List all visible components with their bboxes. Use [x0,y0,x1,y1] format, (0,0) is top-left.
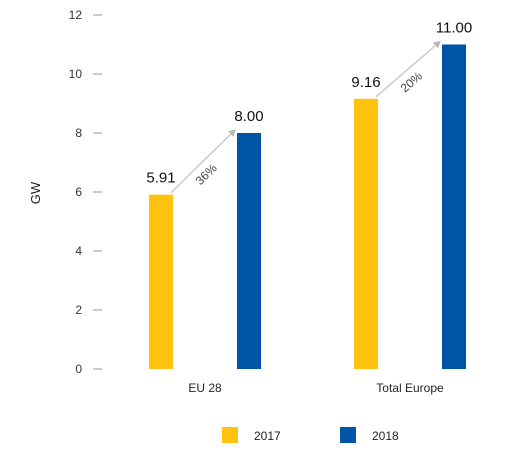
y-axis: 0 2 4 6 8 10 12 [69,8,102,376]
legend-swatch-2017 [222,427,238,443]
y-axis-title: GW [28,181,43,204]
value-label: 5.91 [146,170,175,187]
y-tick-label: 4 [75,244,82,258]
growth-percent-label: 20% [398,69,426,96]
bars-group: 5.91 8.00 9.16 11.00 [146,20,472,369]
bar-2018-total-europe [442,44,466,369]
growth-annotations: 36% 20% [170,40,441,194]
y-tick-label: 6 [75,185,82,199]
growth-arrow [375,40,441,98]
legend: 2017 2018 [222,427,399,443]
legend-label: 2018 [372,429,399,443]
growth-arrow [170,129,236,194]
y-tick-label: 0 [75,362,82,376]
value-label: 8.00 [234,108,263,125]
y-tick-label: 8 [75,126,82,140]
category-label: EU 28 [188,381,222,395]
bar-2017-eu-28 [149,194,173,369]
y-tick-label: 12 [69,8,83,22]
category-label: Total Europe [376,381,444,395]
value-label: 11.00 [436,20,472,37]
bar-2017-total-europe [354,98,378,369]
category-labels: EU 28 Total Europe [188,381,444,395]
value-label: 9.16 [351,74,380,91]
legend-swatch-2018 [340,427,356,443]
y-tick-label: 2 [75,303,82,317]
legend-label: 2017 [254,429,281,443]
y-tick-label: 10 [69,67,83,81]
growth-percent-label: 36% [193,161,220,188]
bar-2018-eu-28 [237,133,261,369]
